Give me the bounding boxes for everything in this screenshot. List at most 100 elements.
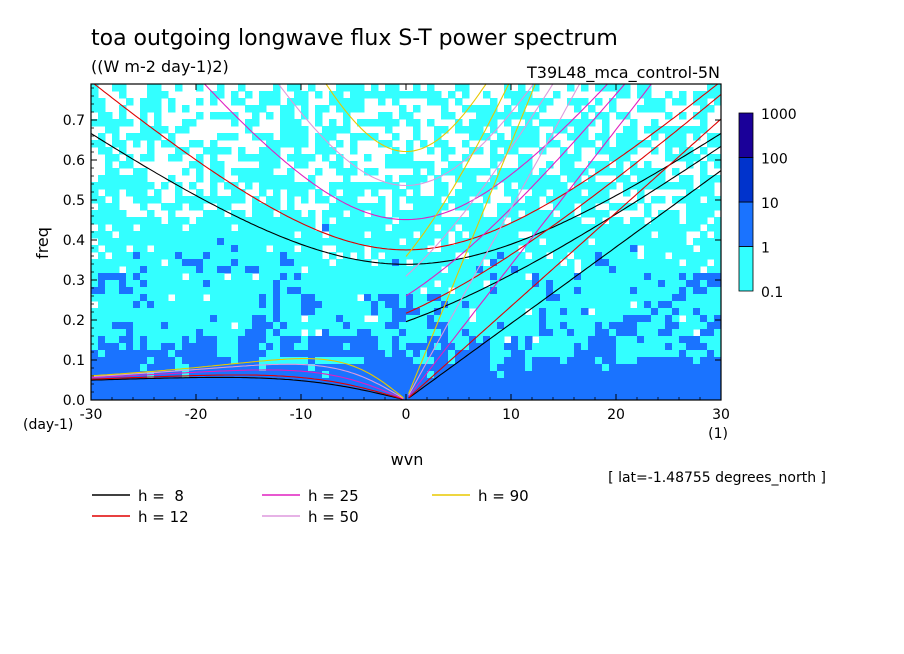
field-cell: [581, 322, 589, 330]
latitude-note: [ lat=-1.48755 degrees_north ]: [608, 470, 826, 486]
field-cell: [476, 350, 484, 358]
field-cell: [609, 252, 617, 260]
field-cell: [140, 364, 148, 372]
field-cell: [182, 392, 190, 400]
field-cell: [399, 112, 407, 120]
field-cell: [679, 133, 687, 141]
field-cell: [133, 280, 141, 288]
field-cell: [112, 385, 120, 393]
field-cell: [574, 224, 582, 232]
field-cell: [532, 294, 540, 302]
field-cell: [651, 105, 659, 113]
field-cell: [147, 126, 155, 134]
field-cell: [504, 287, 512, 295]
field-cell: [511, 266, 519, 274]
field-cell: [497, 273, 505, 281]
field-cell: [609, 84, 617, 92]
field-cell: [287, 266, 295, 274]
colorbar-segment: [738, 112, 754, 158]
field-cell: [630, 364, 638, 372]
field-cell: [280, 273, 288, 281]
field-cell: [420, 392, 428, 400]
field-cell: [168, 238, 176, 246]
field-cell: [203, 217, 211, 225]
field-cell: [504, 343, 512, 351]
field-cell: [350, 294, 358, 302]
field-cell: [168, 315, 176, 323]
field-cell: [217, 175, 225, 183]
field-cell: [196, 287, 204, 295]
field-cell: [497, 210, 505, 218]
field-cell: [126, 238, 134, 246]
field-cell: [238, 280, 246, 288]
field-cell: [371, 343, 379, 351]
field-cell: [406, 315, 414, 323]
y-tick-label: 0.1: [63, 353, 85, 369]
field-cell: [581, 224, 589, 232]
field-cell: [224, 301, 232, 309]
field-cell: [651, 392, 659, 400]
field-cell: [455, 126, 463, 134]
field-cell: [252, 133, 260, 141]
field-cell: [525, 175, 533, 183]
field-cell: [315, 364, 323, 372]
field-cell: [644, 238, 652, 246]
field-cell: [126, 259, 134, 267]
field-cell: [413, 196, 421, 204]
field-cell: [196, 245, 204, 253]
field-cell: [126, 119, 134, 127]
field-cell: [252, 287, 260, 295]
field-cell: [644, 266, 652, 274]
field-cell: [539, 168, 547, 176]
field-cell: [532, 224, 540, 232]
field-cell: [700, 238, 708, 246]
field-cell: [315, 315, 323, 323]
field-cell: [637, 336, 645, 344]
field-cell: [112, 245, 120, 253]
field-cell: [329, 238, 337, 246]
field-cell: [686, 280, 694, 288]
field-cell: [217, 308, 225, 316]
field-cell: [679, 378, 687, 386]
field-cell: [336, 273, 344, 281]
field-cell: [154, 266, 162, 274]
field-cell: [616, 266, 624, 274]
field-cell: [259, 203, 267, 211]
field-cell: [105, 161, 113, 169]
field-cell: [490, 343, 498, 351]
field-cell: [154, 329, 162, 337]
field-cell: [112, 357, 120, 365]
field-cell: [602, 301, 610, 309]
field-cell: [455, 392, 463, 400]
field-cell: [553, 224, 561, 232]
field-cell: [280, 350, 288, 358]
field-cell: [203, 147, 211, 155]
field-cell: [126, 350, 134, 358]
field-cell: [679, 343, 687, 351]
rossby-curve: [91, 376, 404, 400]
field-cell: [602, 189, 610, 197]
field-cell: [140, 154, 148, 162]
field-cell: [98, 238, 106, 246]
field-cell: [371, 91, 379, 99]
field-cell: [427, 329, 435, 337]
field-cell: [301, 259, 309, 267]
field-cell: [392, 266, 400, 274]
field-cell: [105, 210, 113, 218]
field-cell: [441, 147, 449, 155]
field-cell: [581, 287, 589, 295]
field-cell: [147, 357, 155, 365]
field-cell: [483, 301, 491, 309]
field-cell: [651, 308, 659, 316]
field-cell: [476, 231, 484, 239]
field-cell: [511, 343, 519, 351]
field-cell: [567, 350, 575, 358]
field-cell: [574, 301, 582, 309]
field-cell: [175, 266, 183, 274]
field-cell: [434, 210, 442, 218]
field-cell: [301, 91, 309, 99]
field-cell: [266, 392, 274, 400]
field-cell: [126, 287, 134, 295]
field-cell: [476, 147, 484, 155]
field-cell: [476, 266, 484, 274]
